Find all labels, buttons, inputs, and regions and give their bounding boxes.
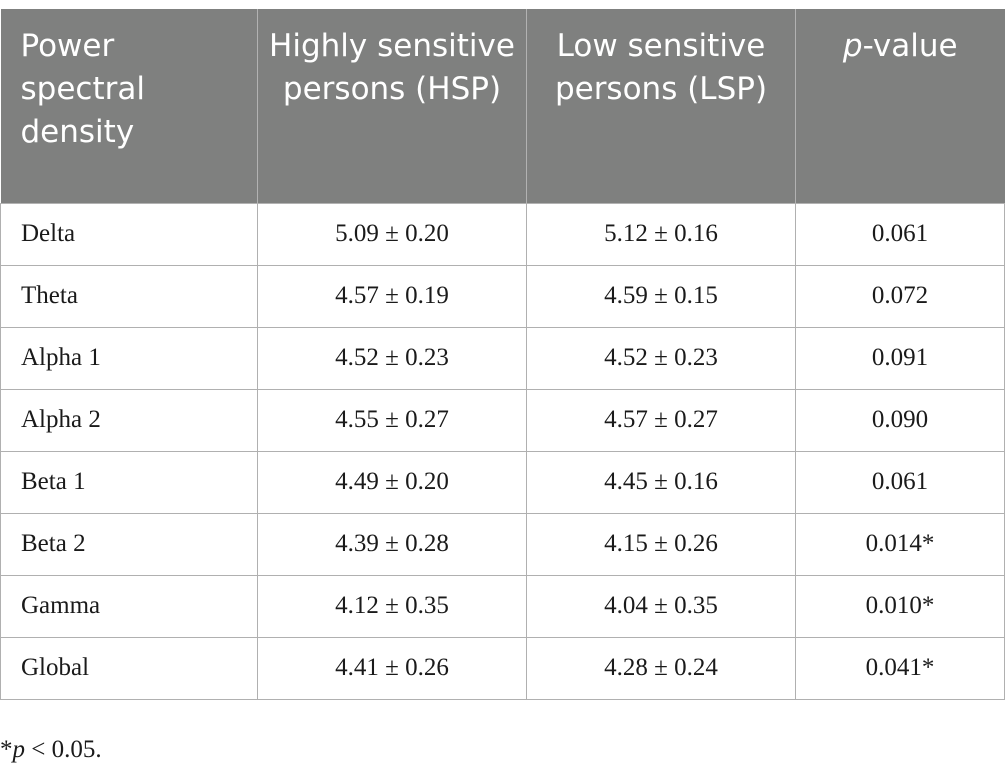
header-power-spectral-density: Power spectral density (0, 9, 258, 204)
hsp-cell: 5.09 ± 0.20 (257, 203, 527, 266)
band-cell: Beta 1 (0, 451, 258, 514)
hsp-cell: 4.52 ± 0.23 (257, 327, 527, 390)
footnote-p: p (12, 736, 26, 763)
p-value-cell: 0.091 (795, 327, 1005, 390)
hsp-cell: 4.57 ± 0.19 (257, 265, 527, 328)
header-row: Power spectral density Highly sensitive … (0, 9, 1005, 204)
header-lsp: Low sensitive persons (LSP) (526, 9, 796, 204)
hsp-cell: 4.41 ± 0.26 (257, 637, 527, 700)
table-header: Power spectral density Highly sensitive … (0, 9, 1005, 204)
header-p-letter: p (842, 28, 863, 64)
table-row: Beta 1 4.49 ± 0.20 4.45 ± 0.16 0.061 (0, 451, 1005, 514)
p-value-cell: 0.090 (795, 389, 1005, 452)
lsp-cell: 4.52 ± 0.23 (526, 327, 796, 390)
table-body: Delta 5.09 ± 0.20 5.12 ± 0.16 0.061 Thet… (0, 203, 1005, 700)
table-row: Global 4.41 ± 0.26 4.28 ± 0.24 0.041* (0, 637, 1005, 700)
hsp-cell: 4.39 ± 0.28 (257, 513, 527, 576)
table-row: Gamma 4.12 ± 0.35 4.04 ± 0.35 0.010* (0, 575, 1005, 638)
table-row: Alpha 2 4.55 ± 0.27 4.57 ± 0.27 0.090 (0, 389, 1005, 452)
lsp-cell: 4.57 ± 0.27 (526, 389, 796, 452)
band-cell: Alpha 1 (0, 327, 258, 390)
table-row: Theta 4.57 ± 0.19 4.59 ± 0.15 0.072 (0, 265, 1005, 328)
header-hsp: Highly sensitive persons (HSP) (257, 9, 527, 204)
header-p-suffix: -value (862, 28, 958, 64)
header-p-value: p-value (795, 9, 1005, 204)
band-cell: Gamma (0, 575, 258, 638)
psd-comparison-table: Power spectral density Highly sensitive … (0, 9, 1005, 700)
band-cell: Beta 2 (0, 513, 258, 576)
p-value-cell: 0.041* (795, 637, 1005, 700)
lsp-cell: 4.15 ± 0.26 (526, 513, 796, 576)
band-cell: Global (0, 637, 258, 700)
hsp-cell: 4.55 ± 0.27 (257, 389, 527, 452)
table-row: Delta 5.09 ± 0.20 5.12 ± 0.16 0.061 (0, 203, 1005, 266)
footnote-threshold: < 0.05. (25, 736, 102, 763)
band-cell: Alpha 2 (0, 389, 258, 452)
significance-footnote: *p < 0.05. (0, 736, 102, 764)
p-value-cell: 0.061 (795, 451, 1005, 514)
p-value-cell: 0.014* (795, 513, 1005, 576)
p-value-cell: 0.072 (795, 265, 1005, 328)
p-value-cell: 0.061 (795, 203, 1005, 266)
band-cell: Delta (0, 203, 258, 266)
p-value-cell: 0.010* (795, 575, 1005, 638)
lsp-cell: 4.04 ± 0.35 (526, 575, 796, 638)
table-row: Beta 2 4.39 ± 0.28 4.15 ± 0.26 0.014* (0, 513, 1005, 576)
hsp-cell: 4.12 ± 0.35 (257, 575, 527, 638)
lsp-cell: 4.45 ± 0.16 (526, 451, 796, 514)
lsp-cell: 5.12 ± 0.16 (526, 203, 796, 266)
lsp-cell: 4.28 ± 0.24 (526, 637, 796, 700)
hsp-cell: 4.49 ± 0.20 (257, 451, 527, 514)
footnote-star: * (0, 736, 13, 763)
table-row: Alpha 1 4.52 ± 0.23 4.52 ± 0.23 0.091 (0, 327, 1005, 390)
lsp-cell: 4.59 ± 0.15 (526, 265, 796, 328)
band-cell: Theta (0, 265, 258, 328)
